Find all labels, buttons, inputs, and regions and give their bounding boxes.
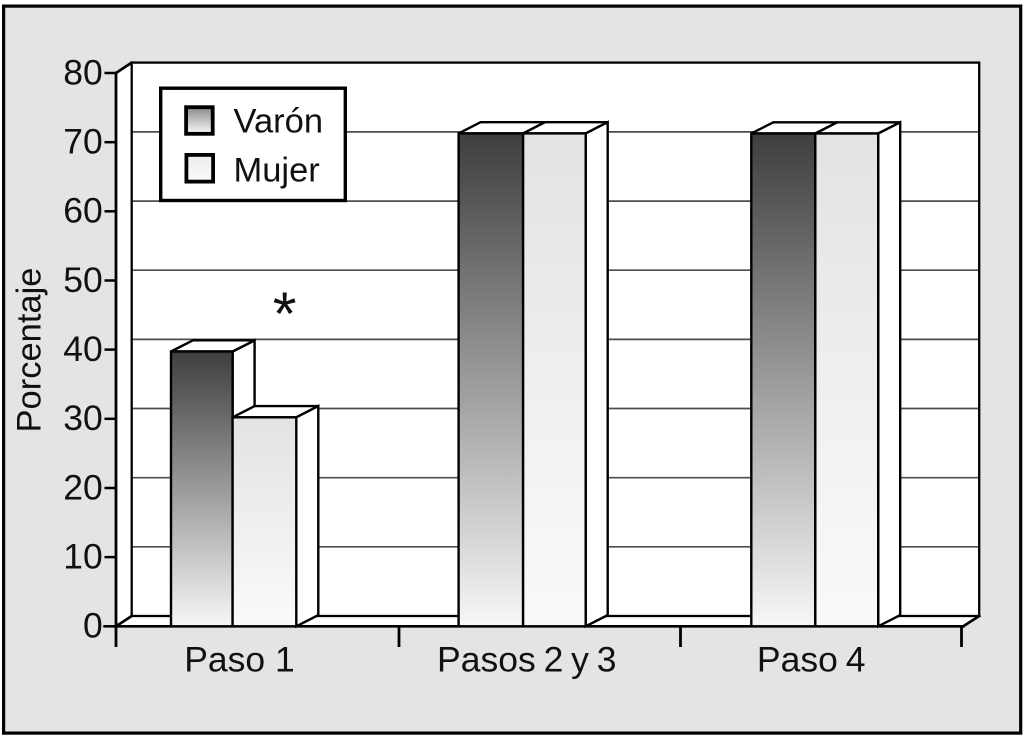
svg-text:80: 80 <box>63 52 103 92</box>
svg-text:Pasos 2 y 3: Pasos 2 y 3 <box>437 639 617 679</box>
svg-text:30: 30 <box>63 398 103 438</box>
svg-text:Paso 4: Paso 4 <box>757 639 866 679</box>
svg-text:60: 60 <box>63 191 103 231</box>
svg-text:40: 40 <box>63 329 103 369</box>
svg-text:0: 0 <box>83 606 103 646</box>
svg-text:Porcentaje: Porcentaje <box>11 268 49 433</box>
svg-text:Paso 1: Paso 1 <box>184 639 295 679</box>
svg-text:10: 10 <box>63 536 103 576</box>
svg-text:70: 70 <box>63 122 103 162</box>
svg-text:Mujer: Mujer <box>234 152 320 190</box>
svg-text:20: 20 <box>63 467 103 507</box>
svg-text:Varón: Varón <box>234 103 324 141</box>
svg-text:*: * <box>273 279 297 347</box>
svg-text:50: 50 <box>63 260 103 300</box>
